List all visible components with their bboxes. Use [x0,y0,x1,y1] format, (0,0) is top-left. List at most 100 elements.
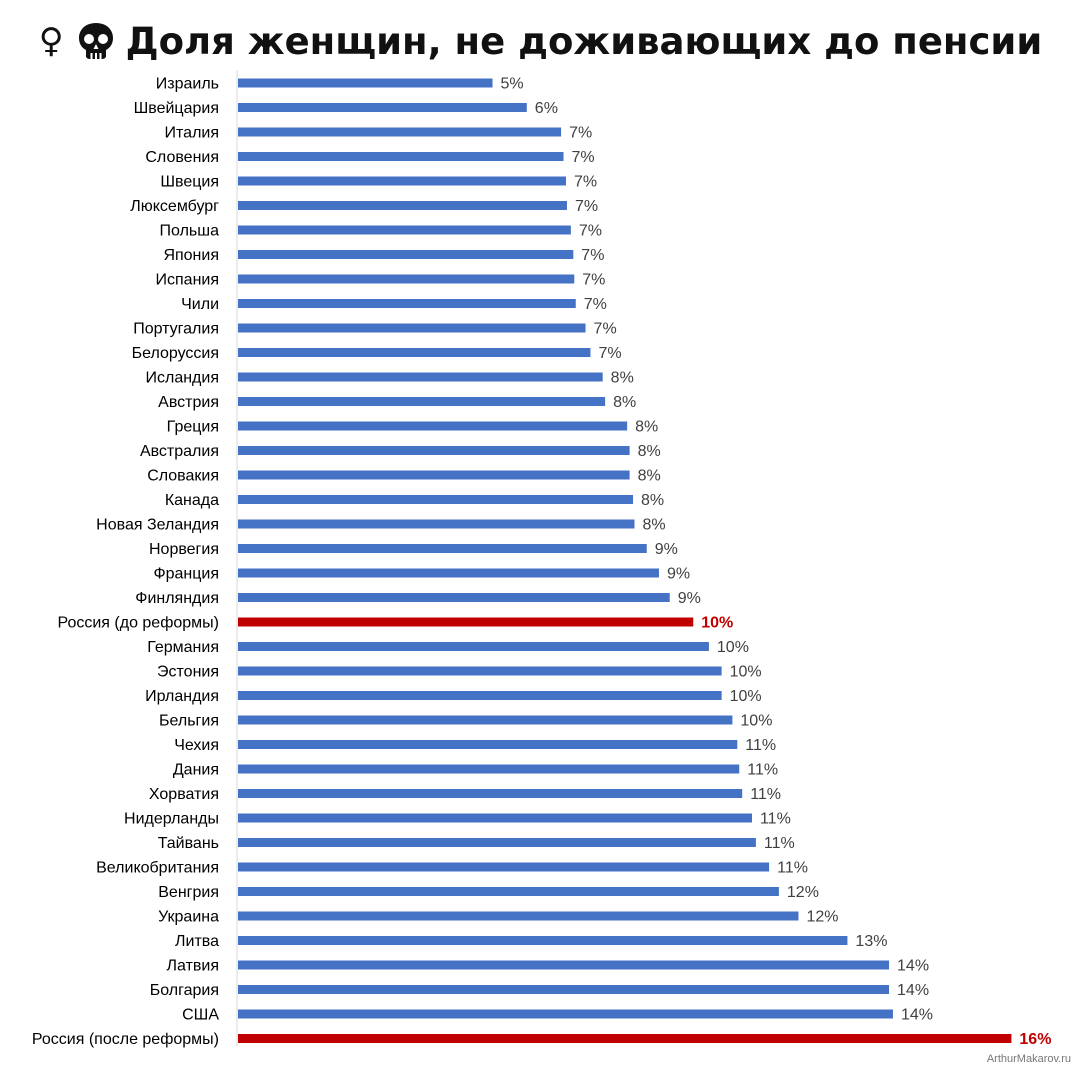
bar [238,911,799,921]
category-label: Дания [173,762,219,779]
value-label: 8% [643,517,666,534]
category-label: Бельгия [159,713,219,730]
bar [238,740,738,749]
category-label: Чили [181,296,219,313]
value-label: 10% [730,688,762,705]
bar [238,764,740,774]
category-label: Венгрия [158,884,219,901]
category-label: Швеция [160,174,219,191]
bar [238,446,630,455]
category-label: Литва [175,933,219,950]
value-label: 8% [638,468,661,485]
bar [238,421,628,431]
value-label: 7% [579,223,602,240]
bar [238,495,634,504]
bar [238,985,890,994]
value-label: 10% [717,639,749,656]
category-label: Швейцария [134,100,219,117]
bar [238,225,571,235]
bar [238,813,752,823]
category-label: Исландия [145,370,219,387]
value-label: 9% [678,590,701,607]
category-label: Греция [167,419,219,436]
value-label: 9% [655,541,678,558]
bar [238,1009,893,1019]
bar [238,715,733,725]
value-label: 7% [584,296,607,313]
category-label: Польша [160,223,220,240]
watermark: ArthurMakarov.ru [986,1053,1071,1065]
bar [238,103,527,112]
category-label: Чехия [174,737,219,754]
value-label: 10% [730,664,762,681]
value-label: 7% [598,345,621,362]
bar [238,152,564,161]
female-sign-icon: ♀ [38,21,64,61]
category-label: Италия [165,125,219,142]
category-label: Япония [163,247,219,264]
category-label: Португалия [133,321,219,338]
bar [238,127,562,137]
value-label: 7% [569,125,592,142]
category-label: Эстония [157,664,219,681]
bar [238,936,848,945]
bar [238,250,574,259]
value-label: 7% [572,149,595,166]
value-label: 10% [701,615,733,632]
bar [238,470,630,480]
category-label: Германия [147,639,219,656]
category-label: Нидерланды [124,811,219,828]
bar-highlighted [238,617,694,627]
category-label: Словакия [147,468,219,485]
category-label: Новая Зеландия [96,517,219,534]
bar [238,544,647,553]
value-label: 12% [806,909,838,926]
value-label: 14% [897,982,929,999]
value-label: 8% [611,370,634,387]
chart-title: ♀ Доля женщин, не доживающих до пенсии [0,14,1081,68]
value-label: 11% [745,737,776,754]
category-label: Люксембург [130,198,219,215]
category-label: Израиль [156,76,219,93]
bar [238,397,606,406]
bar [238,201,567,210]
bar [238,372,603,382]
bar [238,299,576,308]
bar [238,274,575,284]
value-label: 8% [613,394,636,411]
value-label: 8% [641,492,664,509]
bar [238,838,756,847]
category-label: Латвия [167,958,219,975]
category-label: Болгария [150,982,219,999]
value-label: 11% [777,860,808,877]
value-label: 12% [787,884,819,901]
value-label: 10% [740,713,772,730]
category-label: Австралия [140,443,219,460]
bar [238,789,743,798]
value-label: 14% [897,958,929,975]
category-label: Белоруссия [132,345,219,362]
skull-icon [78,23,113,59]
bar [238,568,659,578]
value-label: 7% [581,247,604,264]
category-label: Финляндия [135,590,219,607]
bar [238,862,770,872]
category-label: Франция [153,566,219,583]
bar [238,78,493,88]
bar [238,323,586,333]
bar [238,691,722,700]
value-label: 7% [574,174,597,191]
category-label: США [182,1007,219,1024]
category-label: Великобритания [96,860,219,877]
value-label: 5% [501,76,524,93]
value-label: 7% [582,272,605,289]
value-label: 7% [594,321,617,338]
bar [238,519,635,529]
category-label: Россия (после реформы) [32,1031,219,1048]
bar-highlighted [238,1034,1012,1043]
category-label: Хорватия [149,786,219,803]
value-label: 11% [764,835,795,852]
bar [238,887,779,896]
bar [238,666,722,676]
bar [238,960,890,970]
